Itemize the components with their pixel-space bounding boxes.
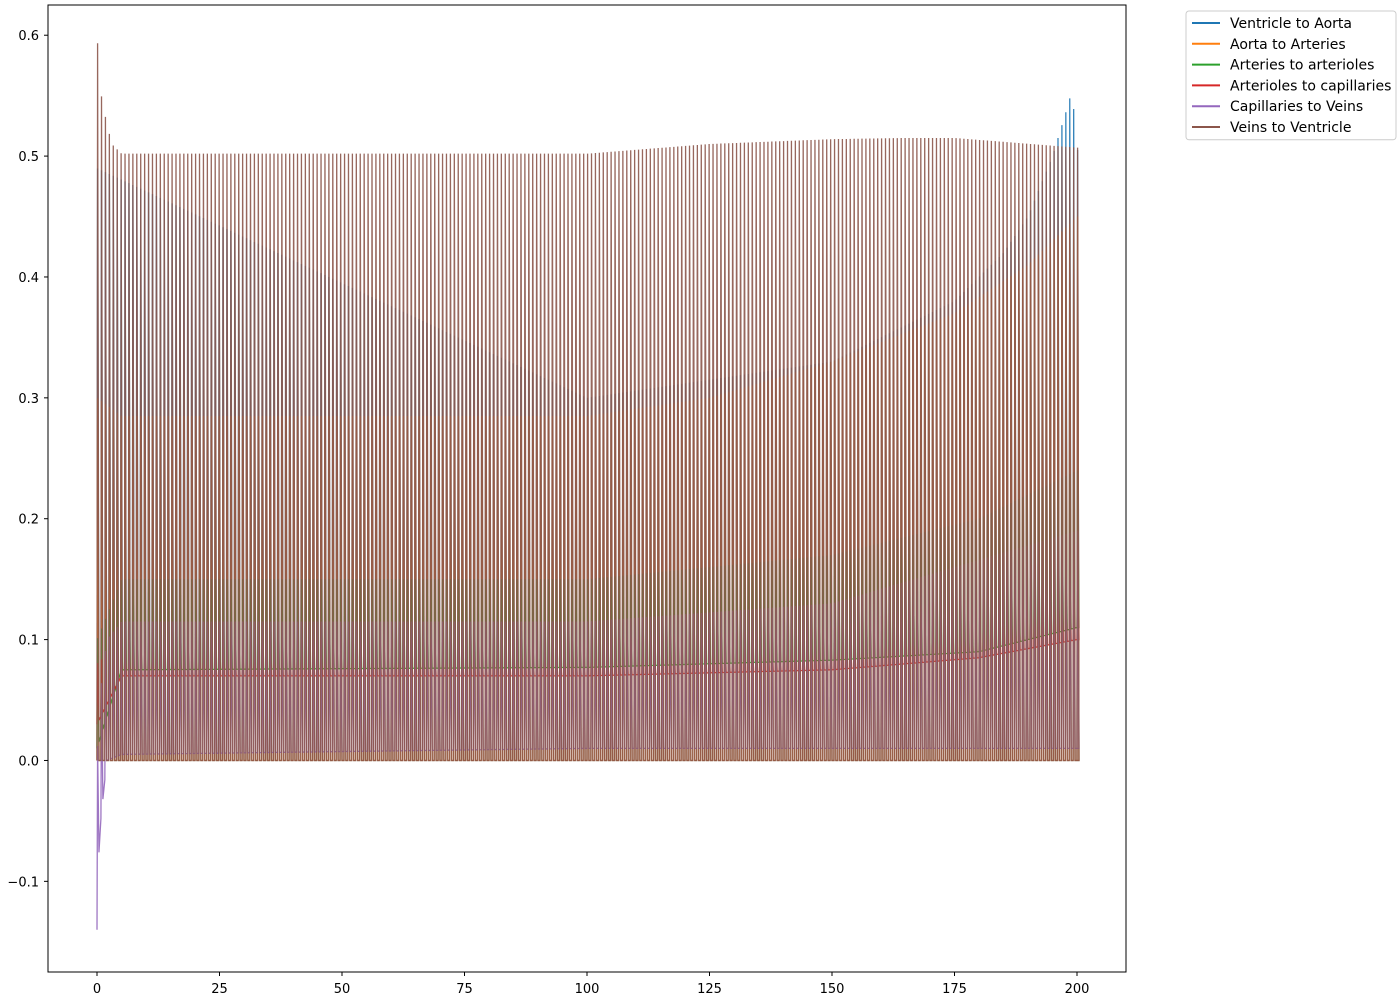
legend: Ventricle to Aorta Aorta to Arteries Arter… [1185,10,1397,141]
x-tick-label: 175 [942,982,967,997]
legend-label: Arterioles to capillaries [1230,78,1391,94]
legend-label: Capillaries to Veins [1230,99,1363,115]
x-tick-label: 50 [334,982,351,997]
y-tick-label: 0.0 [18,754,39,769]
legend-label: Arteries to arterioles [1230,58,1374,74]
y-tick-label: −0.1 [7,875,39,890]
x-tick-label: 100 [575,982,600,997]
axes: 0 25 50 75 100 125 150 175 200 −0.1 0.0 0.1 0.2 0.3 0.… [7,4,1127,997]
x-tick-label: 200 [1065,982,1090,997]
x-tick-label: 75 [456,982,473,997]
legend-box [1185,10,1397,141]
series-line-6 [96,43,1080,762]
x-tick-label: 0 [93,982,101,997]
y-tick-label: 0.5 [18,150,39,165]
x-tick-label: 150 [820,982,845,997]
x-tick-label: 25 [211,982,228,997]
y-tick-label: 0.3 [18,392,39,407]
plot-area [96,43,1080,930]
legend-label: Aorta to Arteries [1230,37,1346,53]
y-tick-label: 0.4 [18,271,39,286]
y-tick-label: 0.2 [18,513,39,528]
legend-label: Ventricle to Aorta [1230,16,1352,32]
x-tick-label: 125 [697,982,722,997]
y-tick-label: 0.1 [18,634,39,649]
y-tick-label: 0.6 [18,29,39,44]
legend-label: Veins to Ventricle [1230,120,1351,136]
